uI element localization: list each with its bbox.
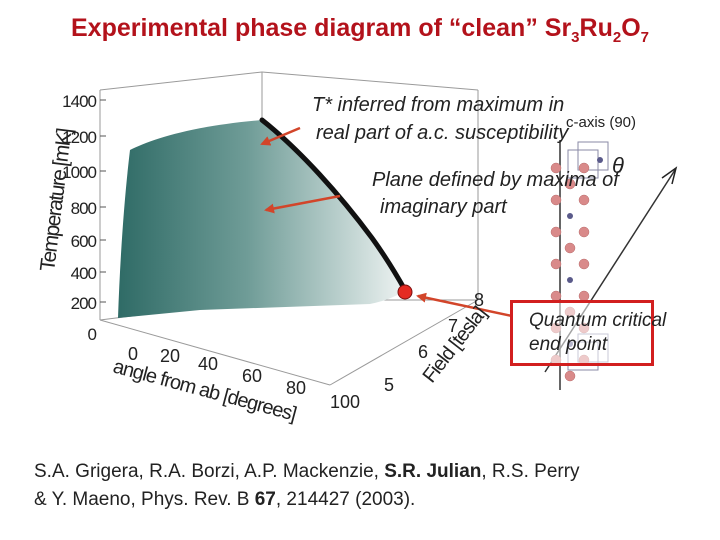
temperature-tick-label: 200 <box>71 294 97 313</box>
temperature-tick-label: 0 <box>88 325 97 344</box>
qcp-arrow <box>416 292 513 318</box>
field-tick-label: 5 <box>384 375 394 395</box>
theta-label: θ <box>612 153 624 178</box>
temperature-tick-label: 1400 <box>62 92 96 111</box>
plane-annotation-line2: imaginary part <box>380 196 507 218</box>
temperature-ticks: 1400 1200 1000 800 600 400 200 0 <box>62 92 97 344</box>
qcp-point <box>397 284 413 300</box>
citation: S.A. Grigera, R.A. Borzi, A.P. Mackenzie… <box>34 458 714 514</box>
qcp-label-line2: end point <box>529 334 608 355</box>
plane-arrow <box>264 194 341 214</box>
field-tick-label: 8 <box>474 290 484 310</box>
temperature-tick-label: 800 <box>71 199 97 218</box>
field-ticks: 5 6 7 8 <box>384 290 484 395</box>
qcp-label-line1: Quantum critical <box>529 310 667 331</box>
field-tick-label: 7 <box>448 316 458 336</box>
temperature-tick-label: 1000 <box>62 163 96 182</box>
tstar-arrow <box>260 126 301 146</box>
tstar-annotation-line2: real part of a.c. susceptibility <box>316 122 569 144</box>
temperature-tick-label: 600 <box>71 232 97 251</box>
plane-annotation-line1: Plane defined by maxima of <box>372 169 619 191</box>
temperature-tick-label: 1200 <box>62 128 96 147</box>
angle-ticks: 0 20 40 60 80 100 <box>128 344 360 412</box>
caxis-label: c-axis (90) <box>566 114 637 131</box>
angle-tick-label: 20 <box>160 346 180 366</box>
slide-title: Experimental phase diagram of “clean” Sr… <box>71 14 649 46</box>
tstar-annotation-line1: T* inferred from maximum in <box>312 94 565 116</box>
qcp-label-box: Quantum critical end point <box>510 300 666 366</box>
angle-tick-label: 80 <box>286 378 306 398</box>
field-tick-label: 6 <box>418 342 428 362</box>
angle-tick-label: 40 <box>198 354 218 374</box>
citation-line2: & Y. Maeno, Phys. Rev. B 67, 214427 (200… <box>34 489 416 510</box>
temperature-tick-marks <box>100 99 106 303</box>
temperature-tick-label: 400 <box>71 264 97 283</box>
citation-line1: S.A. Grigera, R.A. Borzi, A.P. Mackenzie… <box>34 461 580 482</box>
angle-tick-label: 60 <box>242 366 262 386</box>
angle-tick-label: 100 <box>330 392 360 412</box>
phase-surface <box>118 120 405 318</box>
angle-tick-label: 0 <box>128 344 138 364</box>
tstar-line <box>259 117 408 293</box>
